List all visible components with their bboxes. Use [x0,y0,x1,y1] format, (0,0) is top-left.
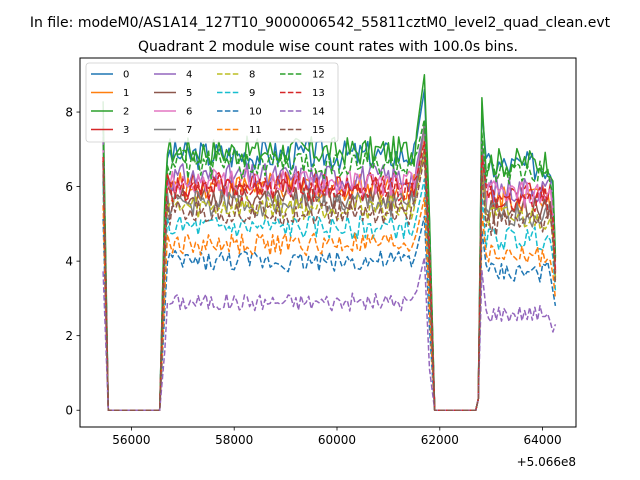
x-tick-label: 58000 [215,433,253,447]
y-axis: 0 2 4 6 8 [65,106,80,418]
legend-label-12: 12 [312,70,325,81]
series-line-11 [102,197,557,411]
legend-label-3: 3 [123,125,129,136]
axes-frame [79,57,577,428]
series-line-6 [102,133,557,411]
legend-label-9: 9 [249,88,255,99]
y-tick-label: 6 [65,180,73,194]
series-line-0 [102,88,557,411]
y-tick-label: 8 [65,106,73,120]
legend-label-11: 11 [249,125,262,136]
y-tick-label: 2 [65,329,73,343]
chart-title: Quadrant 2 module wise count rates with … [138,39,518,55]
legend-label-15: 15 [312,125,325,136]
x-tick-label: 56000 [112,433,150,447]
series-line-2 [102,74,557,411]
x-tick-label: 62000 [421,433,459,447]
legend-label-6: 6 [186,107,192,118]
legend-label-13: 13 [312,88,325,99]
suptitle: In file: modeM0/AS1A14_127T10_9000006542… [30,15,611,31]
y-tick-label: 0 [65,404,73,418]
legend-label-10: 10 [249,107,262,118]
legend-box [85,62,339,143]
legend-label-7: 7 [186,125,192,136]
series-line-14 [102,256,557,411]
x-offset-label: +5.066e8 [517,455,576,469]
legend-label-14: 14 [312,107,325,118]
series-line-3 [102,129,557,411]
legend-label-4: 4 [186,70,192,81]
series-line-9 [102,178,557,411]
legend-label-2: 2 [123,107,129,118]
legend-label-5: 5 [186,88,192,99]
legend-label-0: 0 [123,70,129,81]
series-line-15 [102,156,557,411]
x-tick-label: 64000 [523,433,561,447]
series-line-12 [102,118,557,411]
series-line-10 [102,215,557,411]
x-tick-label: 60000 [318,433,356,447]
x-axis: 56000 58000 60000 62000 64000 [112,427,562,447]
legend-label-1: 1 [123,88,129,99]
y-tick-label: 4 [65,255,73,269]
legend-label-8: 8 [249,70,255,81]
series-line-8 [102,152,557,411]
plot-lines [102,74,557,411]
